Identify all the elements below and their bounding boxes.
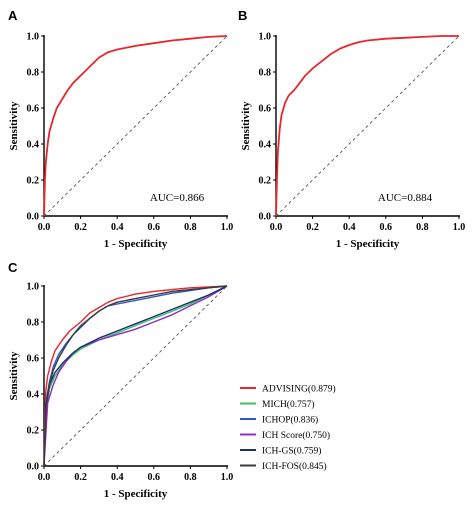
roc-curve-3: [43, 285, 228, 467]
roc-curve: [43, 35, 228, 217]
x-tick-label: 0.4: [343, 222, 356, 233]
x-tick-label: 0.8: [184, 222, 197, 233]
reference-diagonal: [43, 285, 228, 467]
panel-letter: C: [8, 260, 18, 275]
y-axis-label: Sensitivity: [240, 101, 252, 150]
legend-label: MICH(0.757): [262, 399, 315, 410]
roc-curve-4: [43, 285, 228, 467]
y-tick-label: 0.0: [27, 212, 40, 223]
y-tick-label: 0.2: [27, 176, 40, 187]
y-tick-label: 0.6: [27, 104, 40, 115]
x-axis-label: 1 - Specificity: [336, 238, 400, 250]
y-tick-label: 0.4: [27, 140, 40, 151]
reference-diagonal: [43, 35, 228, 217]
panel-letter: A: [8, 8, 18, 23]
x-tick-label: 0.2: [74, 222, 87, 233]
y-axis-label: Sensitivity: [8, 101, 20, 150]
x-axis-label: 1 - Specificity: [104, 488, 168, 500]
y-tick-label: 1.0: [27, 282, 40, 293]
legend-label: ICH-GS(0.759): [262, 446, 321, 457]
y-tick-label: 0.8: [27, 68, 40, 79]
y-tick-label: 0.0: [27, 462, 40, 473]
legend-label: ICH-FOS(0.845): [262, 461, 327, 472]
panel-a: A 0.0 0.2 0.4 0.6 0.8 1.0 0.0 0.2 0.4 0.6 0.8 1.0 1 -…: [8, 8, 233, 250]
x-tick-label: 0.4: [111, 222, 124, 233]
x-tick-label: 0.0: [38, 472, 51, 483]
auc-annotation: AUC=0.884: [378, 192, 433, 204]
legend-label: ADVISING(0.879): [262, 384, 336, 395]
y-tick-label: 0.0: [259, 212, 272, 223]
y-tick-label: 0.8: [259, 68, 272, 79]
reference-diagonal: [275, 35, 460, 217]
panel-b: B 0.0 0.2 0.4 0.6 0.8 1.0 0.0 0.2 0.4 0.6 0.8 1.0 1 -…: [238, 8, 465, 250]
y-tick-label: 1.0: [259, 32, 272, 43]
x-tick-label: 0.0: [270, 222, 283, 233]
y-axis-label: Sensitivity: [8, 351, 20, 400]
x-tick-label: 0.6: [380, 222, 393, 233]
legend-label: ICHOP(0.836): [262, 415, 318, 426]
x-tick-label: 0.8: [416, 222, 429, 233]
y-tick-label: 0.2: [259, 176, 272, 187]
x-tick-label: 0.4: [111, 472, 124, 483]
panel-letter: B: [238, 8, 247, 23]
y-tick-label: 0.4: [259, 140, 272, 151]
x-tick-label: 1.0: [453, 222, 466, 233]
x-tick-label: 0.6: [148, 222, 161, 233]
x-tick-label: 1.0: [221, 222, 234, 233]
y-tick-label: 1.0: [27, 32, 40, 43]
auc-annotation: AUC=0.866: [150, 192, 205, 204]
panel-c: C 0.0 0.2 0.4 0.6 0.8 1.0 0.0 0.2 0.4 0.6 0.8 1.0 1 -…: [8, 260, 336, 500]
y-tick-label: 0.8: [27, 318, 40, 329]
x-tick-label: 0.0: [38, 222, 51, 233]
y-tick-label: 0.6: [259, 104, 272, 115]
x-tick-label: 1.0: [221, 472, 234, 483]
x-tick-label: 0.8: [184, 472, 197, 483]
legend-label: ICH Score(0.750): [262, 430, 330, 441]
y-tick-label: 0.2: [27, 426, 40, 437]
roc-curve-5: [43, 285, 228, 467]
roc-curve-0: [43, 285, 228, 467]
roc-curve: [275, 35, 459, 217]
x-tick-label: 0.2: [306, 222, 319, 233]
y-tick-label: 0.4: [27, 390, 40, 401]
y-tick-label: 0.6: [27, 354, 40, 365]
x-axis-label: 1 - Specificity: [104, 238, 168, 250]
legend: ADVISING(0.879) MICH(0.757) ICHOP(0.836) IC…: [240, 384, 336, 472]
x-tick-label: 0.6: [148, 472, 161, 483]
x-tick-label: 0.2: [74, 472, 87, 483]
